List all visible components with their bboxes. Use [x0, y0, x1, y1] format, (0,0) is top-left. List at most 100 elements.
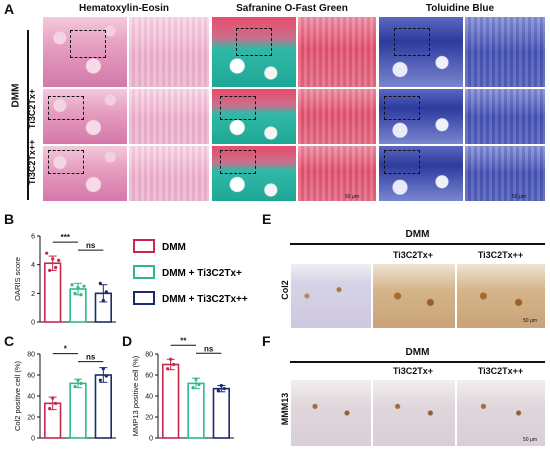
y-tick-label: 40 [27, 394, 35, 401]
data-point [73, 384, 77, 389]
he-zoom-ti-plus [129, 89, 209, 144]
y-tick-label: 2 [31, 291, 35, 298]
ihc-col2-ti-plusplus [457, 264, 545, 328]
y-tick-label: 6 [31, 234, 35, 241]
legend: DMM DMM + Ti3C2Tx+ DMM + Ti3C2Tx++ [133, 239, 248, 305]
data-point [172, 362, 176, 367]
data-point [104, 374, 108, 378]
data-point [79, 293, 83, 297]
zoom-box-tb-1 [394, 28, 430, 56]
bar [94, 374, 112, 439]
y-tick-label: 60 [145, 373, 153, 380]
ihc-e-bracket [290, 243, 545, 245]
legend-swatch-dmm [133, 239, 155, 253]
data-point [54, 265, 58, 270]
ihc-f-col-ti-plus: Ti3C2Tx+ [392, 366, 434, 376]
he-zoom-ti-plusplus [129, 146, 209, 201]
ihc-col2-dmm [291, 264, 371, 328]
data-point [76, 286, 80, 290]
scale-bar-toluidine: 50 μm [512, 194, 526, 200]
zoom-box-sf-2 [220, 96, 256, 120]
y-tick-label: 60 [27, 373, 35, 380]
data-point [101, 367, 105, 371]
ihc-e-row-label: Col2 [280, 280, 290, 300]
chart-c-col2: 0 20 40 60 80 Col2 positive cell (%) * ns [13, 345, 116, 443]
bar [212, 387, 230, 439]
stain-title-safranin: Safranine O-Fast Green [236, 3, 348, 14]
data-point [166, 367, 170, 371]
ihc-e-group-label: DMM [405, 229, 430, 240]
toluidine-overview-ti-plus [379, 89, 463, 144]
y-tick-label: 40 [145, 394, 153, 401]
safranin-zoom-ti-plus [298, 89, 376, 144]
ihc-mmp13-dmm [291, 380, 371, 446]
y-tick-label: 4 [31, 262, 35, 269]
data-point [73, 291, 77, 295]
legend-swatch-ti-plusplus [133, 291, 155, 305]
safranin-zoom-dmm [298, 17, 376, 87]
zoom-box-tb-3 [384, 150, 420, 174]
y-axis-label: Col2 positive cell (%) [13, 360, 22, 431]
data-point [194, 377, 198, 381]
significance-label: ** [180, 336, 187, 345]
legend-label-ti-plus: DMM + Ti3C2Tx+ [162, 268, 242, 279]
data-point [51, 257, 55, 261]
significance-label: ns [204, 344, 214, 353]
data-point [222, 387, 226, 391]
group-bracket [27, 30, 29, 200]
panel-label-e: E [262, 211, 272, 227]
panel-label-a: A [4, 1, 15, 17]
y-tick-label: 0 [149, 436, 153, 443]
toluidine-zoom-dmm [465, 17, 545, 87]
y-tick-label: 20 [145, 415, 153, 422]
bar [187, 382, 205, 439]
data-point [79, 381, 83, 385]
data-point [98, 281, 102, 285]
scale-bar-safranin: 50 μm [345, 194, 359, 200]
data-point [98, 378, 102, 382]
y-tick-label: 0 [31, 320, 35, 327]
data-point [51, 396, 55, 400]
data-point [45, 251, 49, 255]
ihc-e-scale-bar: 50 μm [523, 318, 537, 324]
ihc-f-col-ti-plusplus: Ti3C2Tx++ [477, 366, 524, 376]
panel-label-c: C [4, 333, 15, 349]
ihc-mmp13-ti-plus [373, 380, 455, 446]
safranin-zoom-ti-plusplus [298, 146, 376, 201]
significance-label: ns [86, 353, 96, 362]
stain-title-toluidine: Toluidine Blue [425, 3, 495, 14]
zoom-box-sf-1 [236, 28, 272, 56]
bar [44, 262, 62, 323]
zoom-box-he-2 [48, 96, 84, 120]
ihc-e-col-ti-plus: Ti3C2Tx+ [392, 250, 434, 260]
bar [69, 382, 87, 439]
ihc-e-col-ti-plusplus: Ti3C2Tx++ [477, 250, 524, 260]
histology-group-label: DMM [10, 83, 22, 108]
legend-label-ti-plusplus: DMM + Ti3C2Tx++ [162, 294, 248, 305]
y-tick-label: 80 [27, 352, 35, 359]
data-point [104, 290, 108, 294]
y-tick-label: 0 [31, 436, 35, 443]
toluidine-zoom-ti-plusplus [465, 146, 545, 201]
ihc-mmp13-ti-plusplus [457, 380, 545, 446]
zoom-box-tb-2 [384, 96, 420, 120]
data-point [82, 284, 86, 288]
data-point [57, 258, 61, 262]
panel-label-d: D [122, 333, 133, 349]
data-point [48, 268, 52, 272]
significance-label: ns [86, 241, 96, 250]
data-point [54, 401, 58, 405]
toluidine-zoom-ti-plus [465, 89, 545, 144]
data-point [101, 298, 105, 303]
chart-d-mmp13: 0 20 40 60 80 MMP13 positive cell (%) ** ns [131, 336, 234, 443]
zoom-box-he-1 [70, 30, 106, 58]
safranin-overview-ti-plus [212, 89, 296, 144]
ihc-col2-ti-plus [373, 264, 455, 328]
legend-label-dmm: DMM [162, 242, 186, 253]
data-point [197, 382, 201, 387]
stain-title-he: Hematoxylin-Eosin [78, 3, 170, 14]
row-label-ti-plusplus: Ti3C2Tx++ [27, 139, 37, 185]
zoom-box-sf-3 [220, 150, 256, 174]
bar [162, 363, 180, 439]
